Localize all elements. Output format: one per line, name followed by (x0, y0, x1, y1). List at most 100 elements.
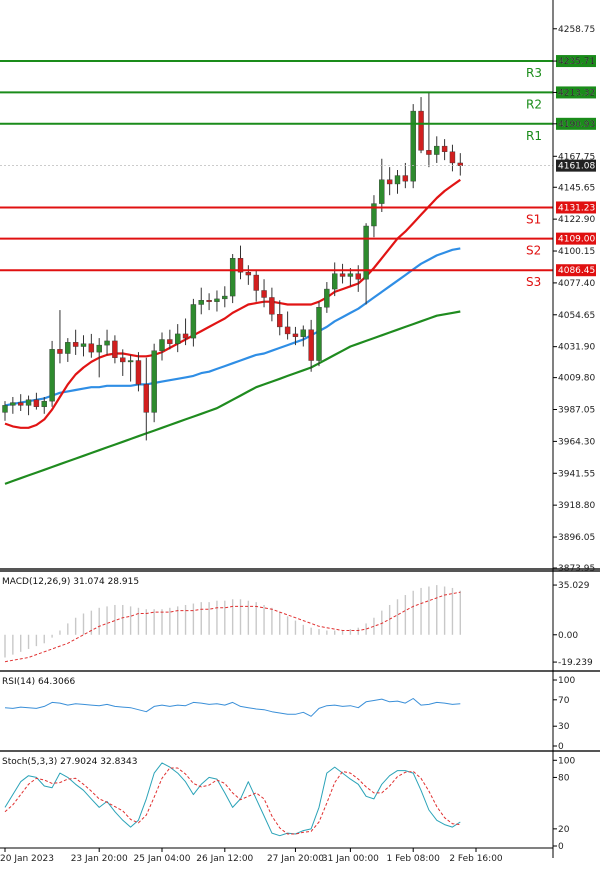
level-price-tag-text: 4131.23 (558, 203, 595, 213)
stoch-axis-label: 100 (558, 756, 575, 766)
ma-mid-line (4, 247, 461, 407)
level-label-r3: R3 (526, 66, 542, 80)
candle-down (292, 333, 299, 337)
time-axis: 20 Jan 2023 23 Jan 20:00 25 Jan 04:00 26 Ja… (0, 847, 553, 864)
level-price-tag-s1: 4131.23 (556, 201, 596, 214)
price-tick-label: 4167.75 (558, 152, 595, 162)
candle-down (237, 258, 244, 273)
candle-down (449, 151, 456, 164)
rsi-axis-label: 100 (558, 676, 575, 686)
candle-down (308, 329, 314, 361)
level-price-tag-r2: 4213.32 (556, 86, 596, 99)
price-tick-label: 4054.65 (558, 311, 595, 321)
time-axis-label: 31 Jan 00:00 (322, 854, 379, 864)
candle-down (386, 179, 393, 185)
moving-averages (4, 178, 461, 485)
stoch-title: Stoch(5,3,3) 27.9024 32.8343 (2, 757, 137, 767)
candle-down (206, 300, 212, 302)
level-price-tag-text: 4086.45 (558, 266, 595, 276)
price-tick-label: 4122.90 (558, 215, 595, 225)
level-price-tag-r1: 4190.93 (556, 117, 596, 130)
level-label-r2: R2 (526, 97, 542, 111)
candle-down (88, 343, 95, 353)
rsi-line (4, 698, 461, 717)
level-price-tag-text: 4109.00 (558, 235, 595, 245)
candle-down (441, 145, 448, 152)
price-tick-label: 4258.75 (558, 25, 595, 35)
macd-signal-line (4, 591, 461, 663)
candle-up (379, 179, 385, 204)
level-price-tag-text: 4190.93 (558, 120, 595, 130)
candle-down (355, 273, 361, 280)
stoch-axis-label: 20 (558, 825, 570, 835)
candle-down (284, 326, 291, 335)
price-tick-label: 3873.95 (558, 564, 595, 574)
level-price-tag-s3: 4086.45 (556, 264, 596, 277)
candle-up (65, 342, 71, 354)
panel-separator (0, 670, 600, 672)
rsi-axis-label: 0 (558, 742, 564, 752)
candle-up (371, 203, 377, 227)
candle-down (269, 297, 275, 315)
macd-axis-label: -19.239 (558, 658, 593, 668)
candle-up (159, 339, 165, 351)
candle-up (80, 343, 87, 347)
ma-slow-line (4, 310, 461, 485)
price-tick-label: 4100.15 (558, 247, 595, 257)
level-price-tag-bg (556, 55, 596, 68)
candle-down (120, 357, 126, 363)
level-label-s3: S3 (526, 275, 541, 289)
rsi-title: RSI(14) 64.3066 (2, 677, 75, 687)
rsi-axis-label: 70 (558, 696, 570, 706)
time-axis-label: 25 Jan 04:00 (134, 854, 191, 864)
candle-down (57, 349, 63, 354)
candle-up (410, 110, 416, 182)
candle-up (41, 400, 47, 407)
level-price-tag-bg (556, 117, 596, 130)
candle-up (96, 344, 102, 353)
candle-down (339, 273, 346, 277)
price-tick-label: 3918.80 (558, 501, 595, 511)
level-price-tag-text: 4235.71 (558, 57, 595, 67)
candle-down (112, 340, 118, 358)
candle-up (324, 288, 330, 308)
ma-fast-line (4, 178, 461, 429)
candle-up (174, 333, 181, 344)
level-price-tag-text: 4213.32 (558, 88, 595, 98)
price-tick-label: 4145.65 (558, 183, 595, 193)
candle-down (182, 333, 189, 339)
candle-up (151, 350, 157, 413)
candle-down (135, 360, 142, 385)
time-axis-label: 2 Feb 16:00 (449, 854, 503, 864)
support-resistance-levels: R3 4235.71 R2 4213.32 R1 4190.93 S1 4131.23 S2 41… (0, 55, 596, 289)
price-tick-label: 3987.05 (558, 406, 595, 416)
candle-up (127, 360, 134, 363)
level-price-tag-s2: 4109.00 (556, 232, 596, 245)
stoch-axis-label: 80 (558, 773, 570, 783)
candle-up (214, 298, 220, 302)
time-axis-label: 26 Jan 12:00 (196, 854, 253, 864)
candle-up (332, 273, 338, 290)
price-tick-label: 4213.32 (558, 88, 595, 98)
panel-separator (0, 750, 600, 752)
candle-down (277, 314, 283, 328)
candle-up (394, 175, 401, 185)
candlesticks (2, 91, 463, 441)
candle-up (49, 349, 55, 402)
candle-down (426, 150, 432, 155)
candle-down (253, 274, 259, 291)
stoch-k-line (4, 762, 461, 837)
candle-down (18, 402, 24, 406)
candle-up (10, 402, 16, 406)
candle-down (402, 175, 409, 182)
candle-down (33, 399, 40, 407)
macd-axis-label: 35.029 (558, 581, 590, 591)
price-tick-label: 4009.80 (558, 374, 595, 384)
candle-down (143, 384, 150, 413)
candle-up (229, 258, 236, 297)
candle-up (104, 340, 110, 346)
candle-up (2, 405, 8, 413)
price-tick-label: 3941.55 (558, 469, 595, 479)
